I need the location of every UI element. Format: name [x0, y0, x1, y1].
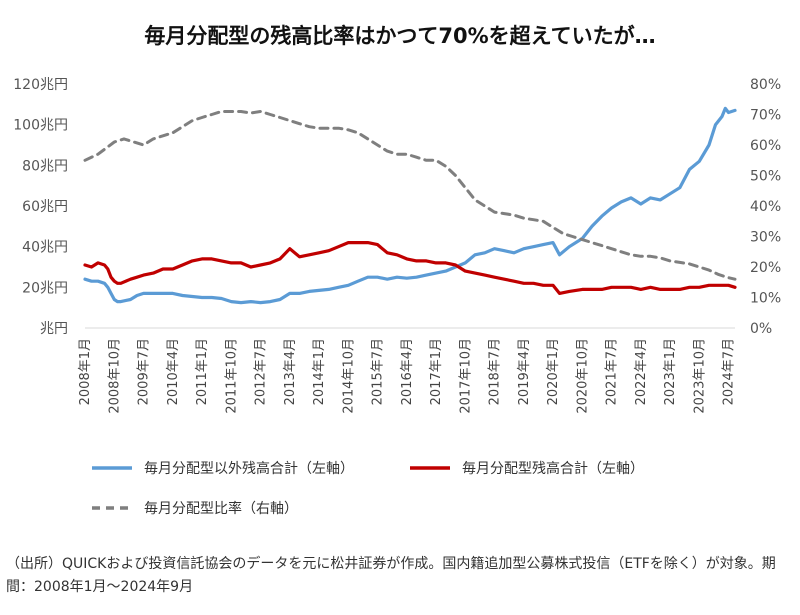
source-note: （出所）QUICKおよび投資信託協会のデータを元に松井証券が作成。国内籍追加型公… [6, 556, 776, 595]
legend: 毎月分配型以外残高合計（左軸） 毎月分配型残高合計（左軸） 毎月分配型比率（右軸） [92, 460, 644, 517]
x-tick-label: 2012年7月 [254, 338, 269, 405]
y-left-tick-label: 100兆円 [13, 118, 68, 134]
x-tick-label: 2017年10月 [458, 338, 473, 414]
series-line-3 [83, 110, 737, 281]
x-tick-label: 2024年7月 [722, 338, 737, 405]
y-right-tick-label: 0% [750, 321, 772, 337]
y-right-tick-label: 10% [750, 291, 781, 307]
y-left-tick-label: 80兆円 [22, 158, 68, 174]
x-tick-label: 2016年4月 [400, 338, 415, 405]
series-layer [83, 106, 737, 305]
x-tick-label: 2009年7月 [137, 338, 152, 405]
x-tick-label: 2010年4月 [166, 338, 181, 405]
x-tick-label: 2014年1月 [312, 338, 327, 405]
y-right-tick-label: 60% [750, 138, 781, 154]
series-line-2 [83, 241, 737, 295]
y-left-tick-label: 40兆円 [22, 240, 68, 256]
y-left-tick-label: 兆円 [40, 321, 68, 337]
y-left-tick-label: 120兆円 [13, 77, 68, 93]
y-left-tick-label: 60兆円 [22, 199, 68, 215]
x-tick-label: 2020年10月 [575, 338, 590, 414]
x-tick-label: 2011年10月 [224, 338, 239, 414]
x-tick-label: 2008年10月 [107, 338, 122, 414]
x-tick-label: 2019年4月 [517, 338, 532, 405]
legend-label-3: 毎月分配型比率（右軸） [144, 500, 298, 517]
x-tick-label: 2018年7月 [488, 338, 503, 405]
series-line-1 [83, 106, 737, 305]
x-tick-label: 2022年4月 [634, 338, 649, 405]
y-right-tick-label: 80% [750, 77, 781, 93]
y-left-tick-label: 20兆円 [22, 280, 68, 296]
y-right-axis: 0% 10% 20% 30% 40% 50% 60% 70% 80% [750, 77, 781, 337]
y-right-tick-label: 30% [750, 230, 781, 246]
y-right-tick-label: 20% [750, 260, 781, 276]
chart-title: 毎月分配型の残高比率はかつて70%を超えていたが… [144, 24, 656, 48]
x-tick-label: 2015年7月 [371, 338, 386, 405]
x-tick-label: 2020年1月 [546, 338, 561, 405]
legend-label-2: 毎月分配型残高合計（左軸） [462, 460, 644, 477]
x-tick-label: 2021年7月 [605, 338, 620, 405]
x-axis: 2008年1月 2008年10月 2009年7月 2010年4月 2011年1月 2011… [78, 338, 737, 414]
y-right-tick-label: 50% [750, 169, 781, 185]
y-left-axis: 兆円 20兆円 40兆円 60兆円 80兆円 100兆円 120兆円 [13, 77, 68, 337]
x-tick-label: 2008年1月 [78, 338, 93, 405]
y-right-tick-label: 40% [750, 199, 781, 215]
x-tick-label: 2013年4月 [283, 338, 298, 405]
x-tick-label: 2014年10月 [341, 338, 356, 414]
x-tick-label: 2023年10月 [692, 338, 707, 414]
x-tick-label: 2017年1月 [429, 338, 444, 405]
y-right-tick-label: 70% [750, 108, 781, 124]
x-tick-label: 2023年1月 [663, 338, 678, 405]
legend-label-1: 毎月分配型以外残高合計（左軸） [144, 460, 354, 477]
x-tick-label: 2011年1月 [195, 338, 210, 405]
